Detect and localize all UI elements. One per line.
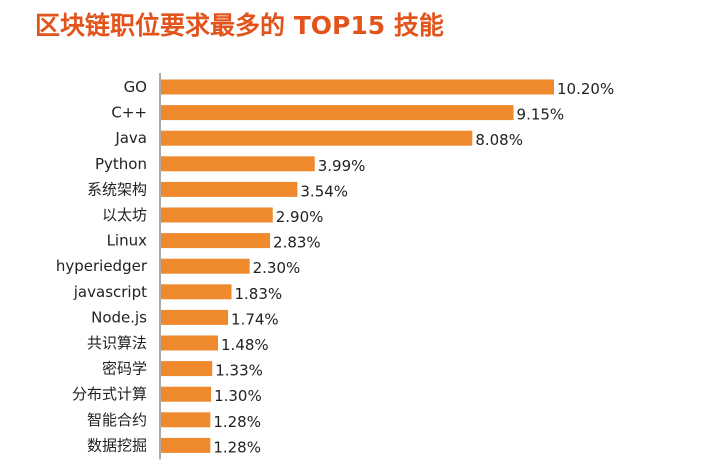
- category-label: 密码学: [102, 360, 147, 378]
- value-label: 3.99%: [318, 157, 366, 175]
- bar-2: [161, 105, 514, 121]
- value-label: 2.90%: [276, 208, 324, 226]
- category-label: 分布式计算: [72, 385, 147, 403]
- value-label: 9.15%: [517, 106, 565, 124]
- chart-title: 区块链职位要求最多的 TOP15 技能: [35, 11, 444, 40]
- category-label: 共识算法: [87, 334, 147, 352]
- value-label: 1.28%: [213, 438, 261, 456]
- value-label: 1.83%: [235, 285, 283, 303]
- category-label: 以太坊: [102, 206, 147, 224]
- value-label: 3.54%: [300, 182, 348, 200]
- bar-5: [161, 181, 298, 197]
- bar-3: [161, 130, 473, 146]
- bar-7: [161, 233, 271, 249]
- category-label: 智能合约: [87, 411, 147, 429]
- bar-14: [161, 412, 211, 428]
- category-label: GO: [124, 78, 147, 96]
- category-label: Java: [114, 129, 147, 147]
- bar-13: [161, 386, 212, 402]
- category-label: C++: [111, 104, 147, 122]
- category-label: Python: [95, 155, 147, 173]
- value-label: 1.48%: [221, 336, 269, 354]
- category-label: 数据挖掘: [87, 436, 147, 454]
- value-label: 2.83%: [273, 234, 321, 252]
- category-label: javascript: [73, 283, 147, 301]
- bar-6: [161, 207, 273, 223]
- category-label: hyperiedger: [56, 257, 148, 275]
- value-label: 1.30%: [214, 387, 262, 405]
- bar-12: [161, 361, 213, 377]
- category-label: Node.js: [91, 308, 147, 326]
- value-label: 10.20%: [557, 80, 614, 98]
- bar-8: [161, 258, 250, 274]
- bar-1: [161, 79, 554, 95]
- bar-9: [161, 284, 232, 300]
- value-label: 2.30%: [253, 259, 301, 277]
- bar-15: [161, 437, 211, 453]
- value-label: 8.08%: [475, 131, 523, 149]
- bar-11: [161, 335, 219, 351]
- value-label: 1.74%: [231, 310, 279, 328]
- category-label: Linux: [107, 232, 148, 250]
- category-label: 系统架构: [87, 180, 147, 198]
- bar-4: [161, 156, 315, 172]
- value-label: 1.33%: [215, 362, 263, 380]
- value-label: 1.28%: [213, 413, 261, 431]
- bar-10: [161, 309, 229, 325]
